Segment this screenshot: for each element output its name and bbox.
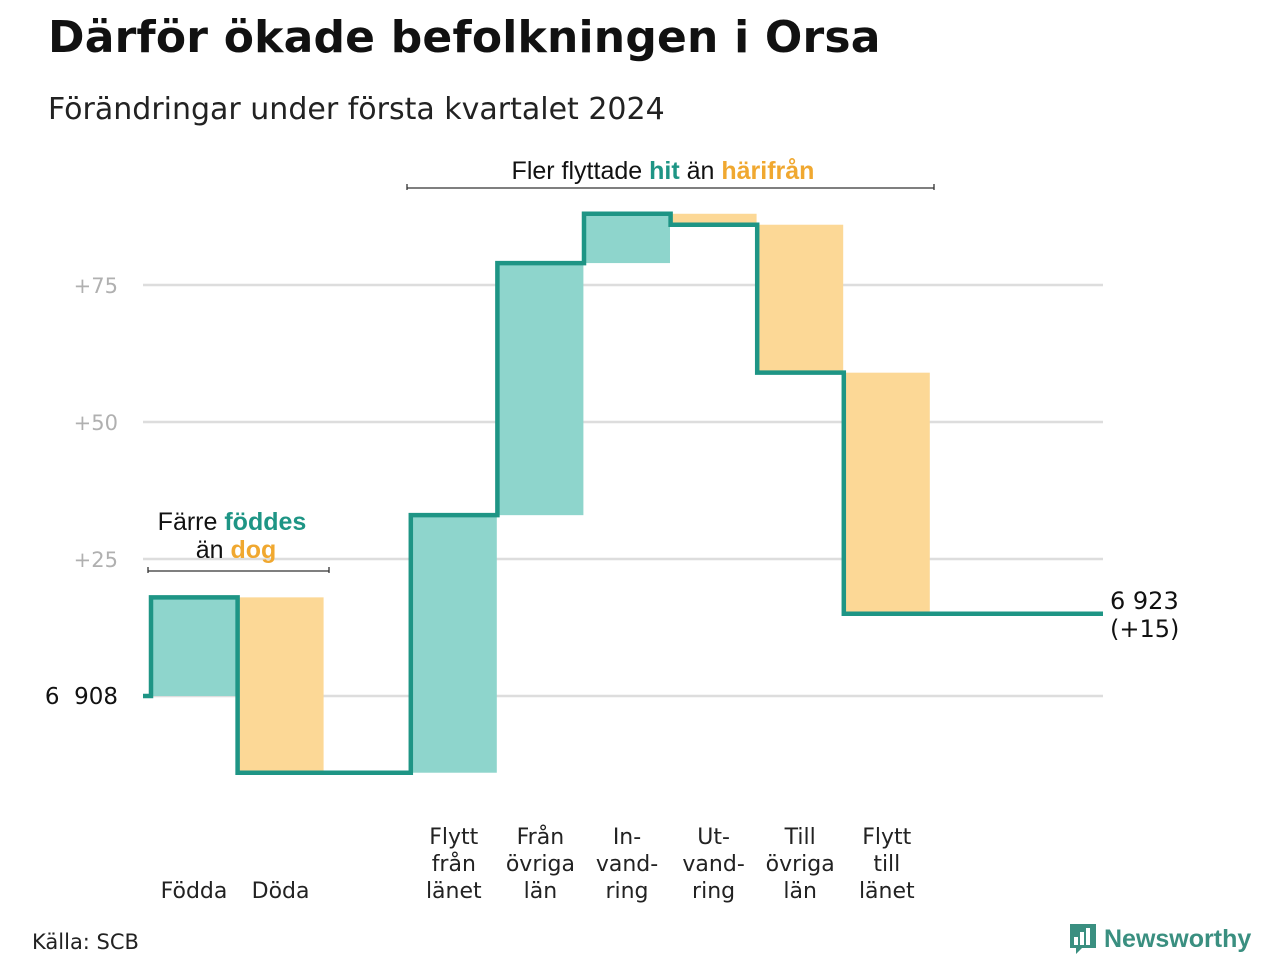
increase-bar (584, 213, 670, 264)
category-label: övriga (766, 852, 835, 877)
end-value-label: 6 923 (1110, 587, 1179, 615)
end-change-label: (+15) (1110, 615, 1179, 643)
decrease-bar (670, 213, 757, 225)
category-label: län (783, 879, 817, 904)
y-tick-label: +25 (74, 548, 118, 572)
decrease-bar (843, 372, 930, 614)
increase-bar (410, 515, 497, 773)
category-label: länet (426, 879, 482, 904)
decrease-bar (757, 224, 844, 373)
cumulative-step-line (143, 211, 1103, 775)
y-tick-label: +75 (74, 274, 118, 298)
category-label: till (873, 852, 900, 877)
category-label: Födda (161, 879, 228, 904)
category-label: Ut- (697, 825, 730, 850)
chart-title: Därför ökade befolkningen i Orsa (48, 12, 881, 63)
category-label: Döda (252, 879, 310, 904)
category-label: Till (784, 825, 816, 850)
category-label: Flytt (862, 825, 911, 850)
bracket-births-deaths (147, 567, 330, 573)
bars-layer (151, 213, 930, 773)
start-value-label: 6 908 (45, 684, 118, 710)
increase-bar (151, 597, 237, 696)
source-note: Källa: SCB (32, 930, 139, 954)
annotation-births-line1: Färre föddes (158, 508, 307, 536)
bracket-migration (406, 184, 935, 190)
category-label: ring (605, 879, 648, 904)
category-label: övriga (506, 852, 575, 877)
line-layer (143, 211, 1103, 775)
brand-logo: Newsworthy (1068, 922, 1251, 956)
category-label: länet (859, 879, 915, 904)
category-label: Från (517, 824, 565, 850)
decrease-bar (237, 597, 324, 773)
category-label: vand- (596, 852, 658, 877)
annotation-births-line2: än dog (196, 536, 277, 564)
y-tick-label: +50 (74, 411, 118, 435)
category-label: Flytt (429, 825, 478, 850)
category-label: vand- (682, 852, 744, 877)
bar-chart-logo-icon (1068, 922, 1098, 956)
category-label: ring (692, 879, 735, 904)
brand-name: Newsworthy (1104, 924, 1252, 953)
chart-subtitle: Förändringar under första kvartalet 2024 (48, 92, 665, 127)
category-label: från (432, 851, 476, 877)
annotation-migration: Fler flyttade hit än härifrån (512, 157, 815, 185)
category-label: län (524, 879, 558, 904)
increase-bar (497, 263, 584, 516)
category-label: In- (613, 825, 641, 850)
